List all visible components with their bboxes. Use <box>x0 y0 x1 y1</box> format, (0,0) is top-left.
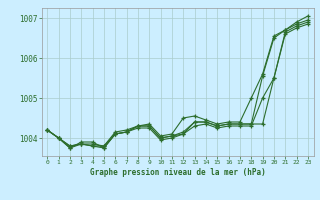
X-axis label: Graphe pression niveau de la mer (hPa): Graphe pression niveau de la mer (hPa) <box>90 168 266 177</box>
